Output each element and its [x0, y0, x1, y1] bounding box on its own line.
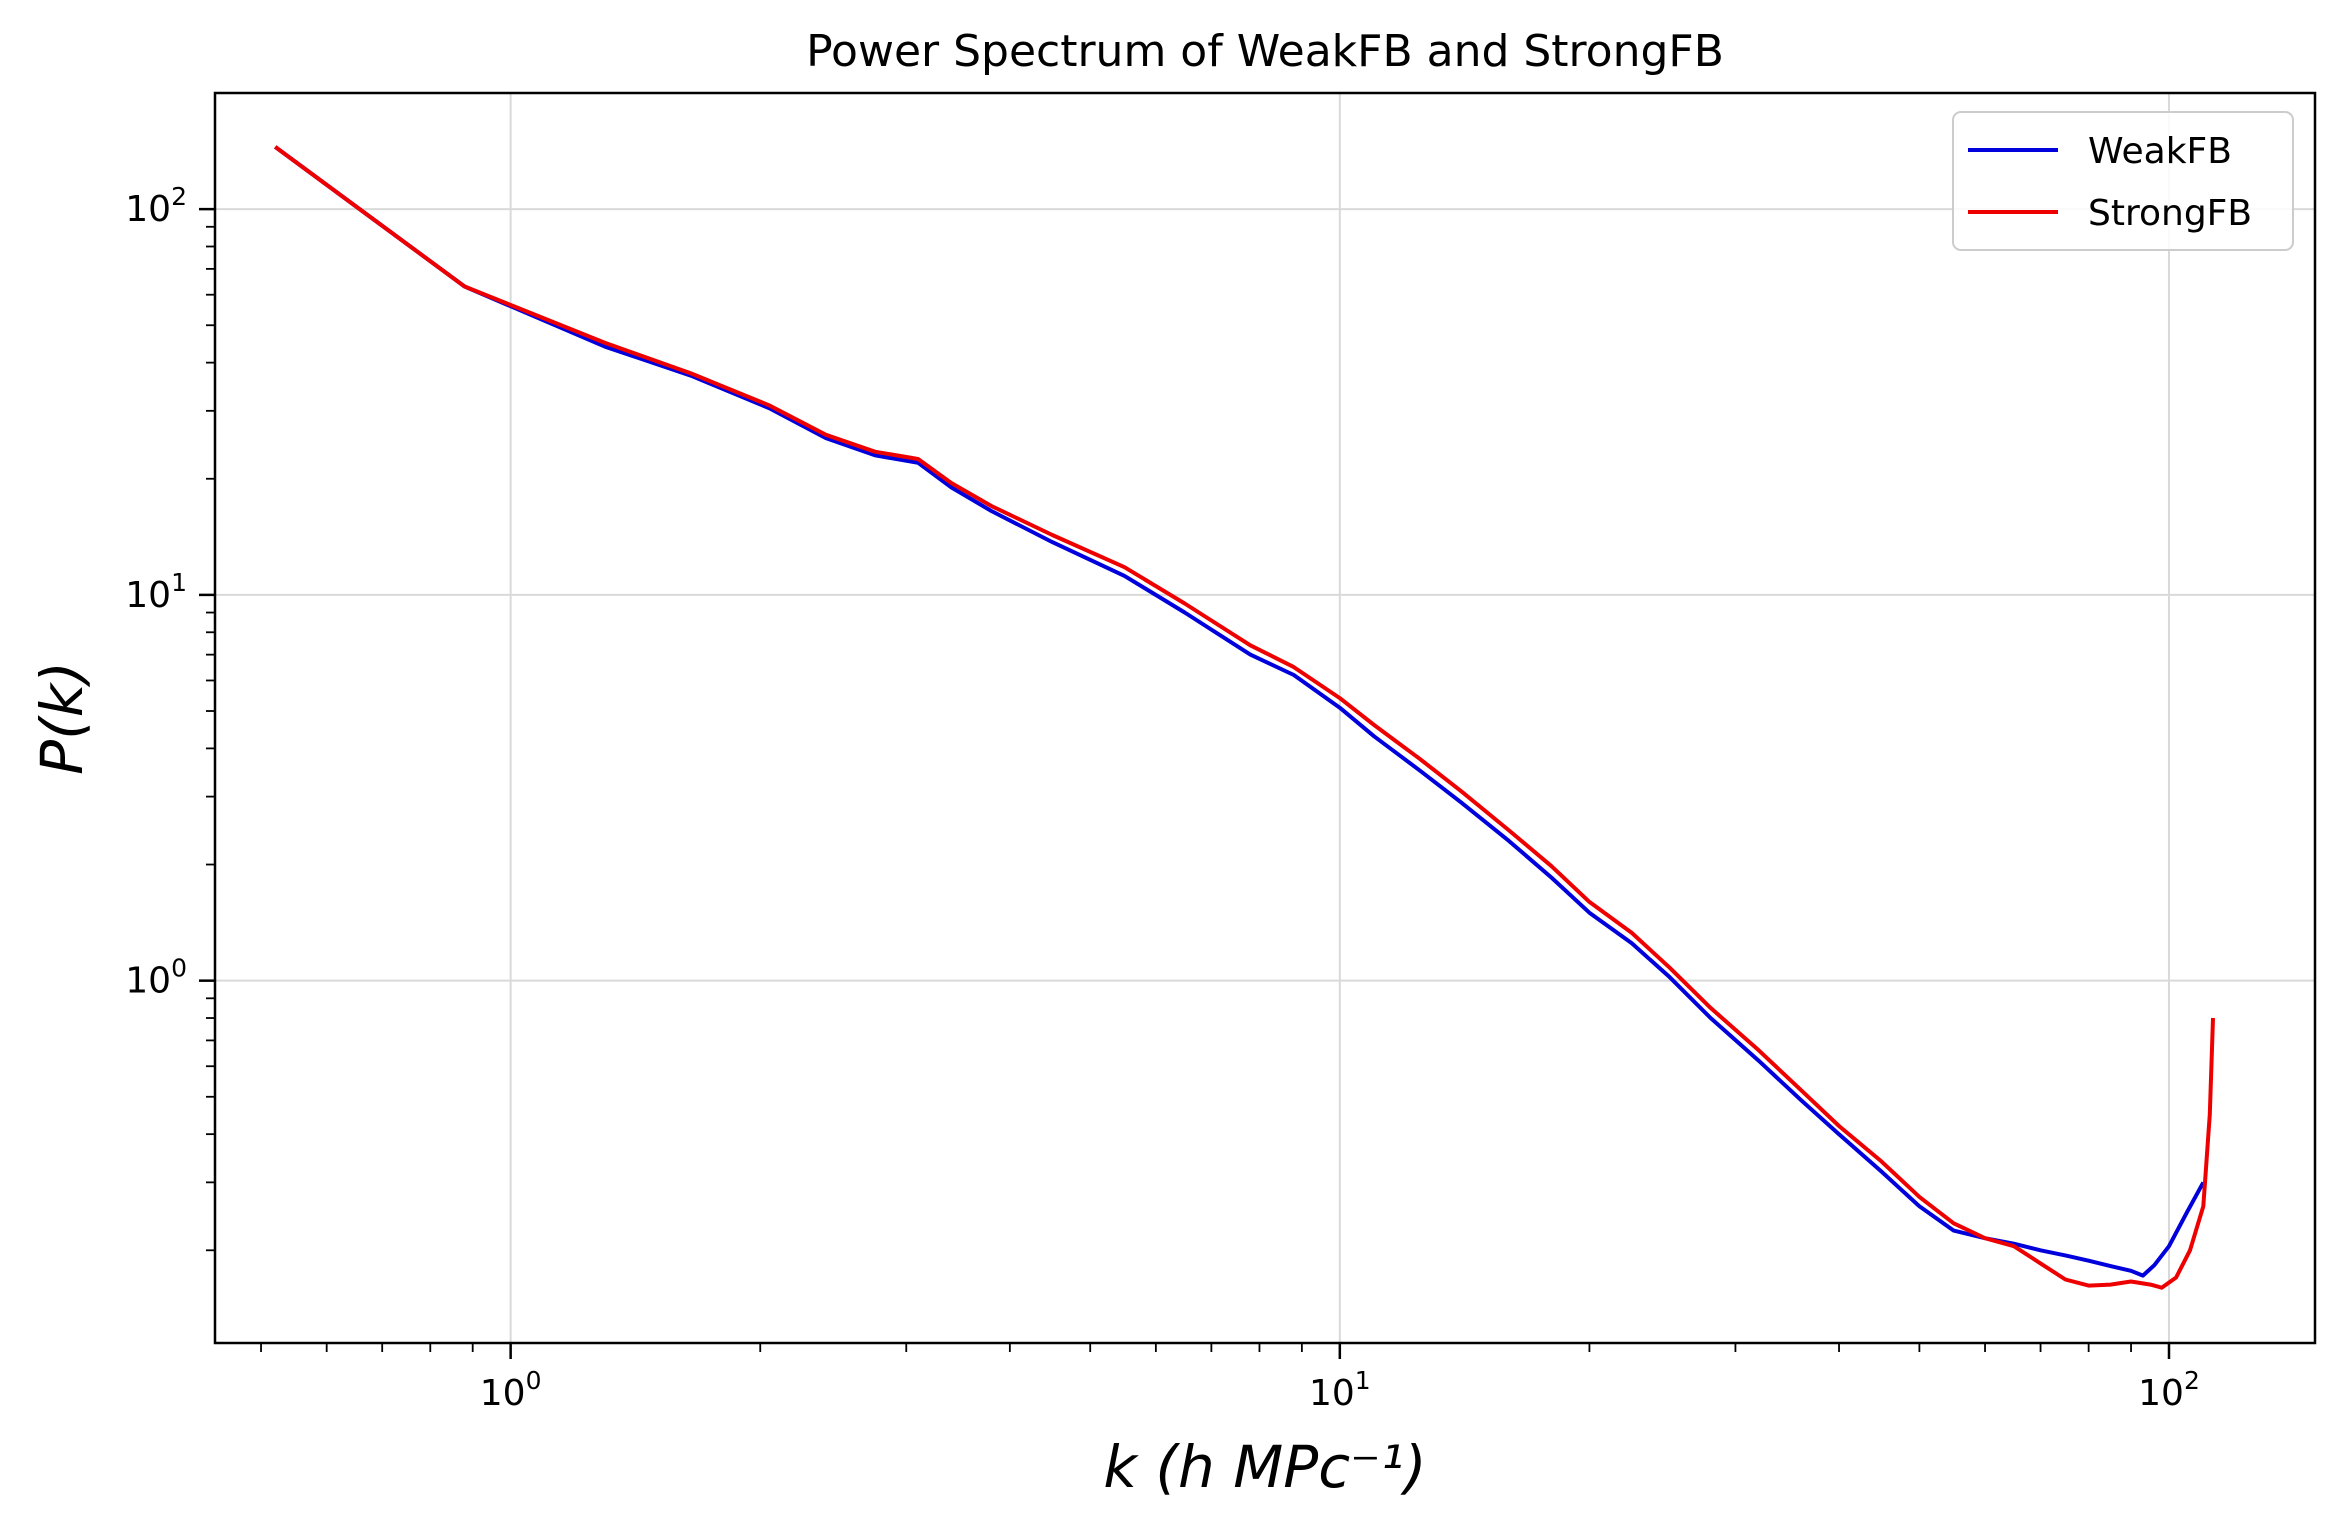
y-axis-label: P(k)	[28, 661, 96, 775]
plot-frame	[213, 91, 2317, 1345]
x-tick-label: 101	[1309, 1366, 1371, 1414]
grid-layer	[215, 93, 2315, 1343]
legend-label-strongfb: StrongFB	[2088, 193, 2252, 234]
y-tick-label: 101	[125, 568, 187, 616]
x-tick-label: 100	[480, 1366, 542, 1414]
legend-label-weakfb: WeakFB	[2088, 131, 2232, 172]
x-axis-label: k (h MPc⁻¹)	[1103, 1433, 1426, 1501]
legend: WeakFB StrongFB	[1952, 111, 2294, 251]
y-tick-label: 100	[125, 954, 187, 1002]
series-line-weakfb	[274, 145, 2206, 1278]
series-layer	[274, 145, 2215, 1290]
x-tick-label: 102	[2138, 1366, 2200, 1414]
tick-layer: 100 101 102 100 101 102	[125, 182, 2200, 1414]
chart-title: Power Spectrum of WeakFB and StrongFB	[806, 26, 1724, 77]
series-line-strongfb	[274, 145, 2215, 1290]
y-tick-label: 102	[125, 182, 187, 230]
legend-box	[1952, 111, 2294, 251]
